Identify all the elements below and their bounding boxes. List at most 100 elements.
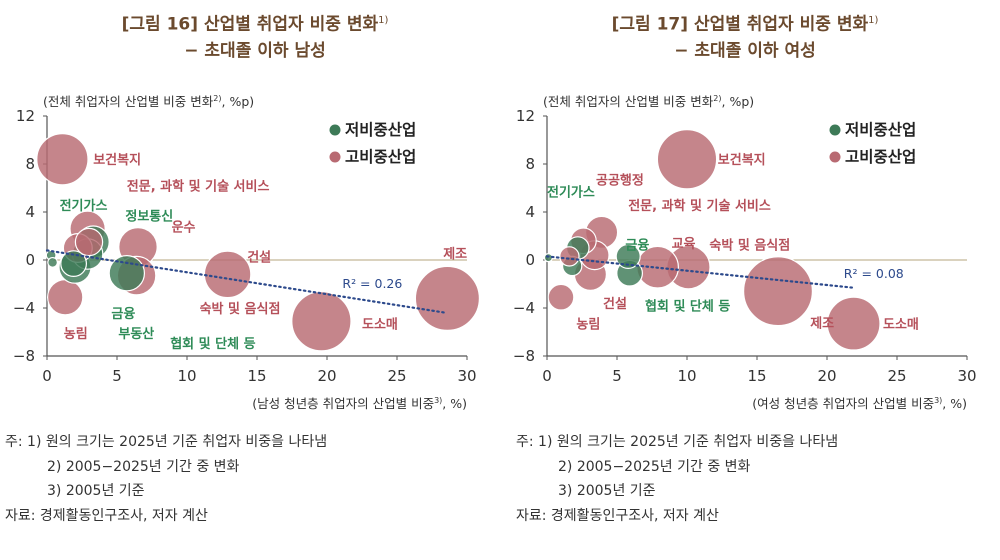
bubble-high (74, 227, 104, 257)
bubble-label: 제조 (443, 247, 467, 262)
bubble-label: 농림 (64, 327, 88, 342)
note-base-year: 3) 2005년 기준 (558, 483, 656, 499)
legend-marker-high (829, 151, 841, 163)
bubble-label: 금융 (625, 237, 649, 253)
y-axis-label: (전체 취업자의 산업별 비중 변화2), %p) (43, 94, 254, 109)
r-squared-label: R² = 0.08 (844, 266, 904, 281)
x-tick-label: 10 (177, 367, 196, 385)
x-tick-label: 30 (957, 367, 976, 385)
bubble-high (203, 250, 252, 299)
bubble-label: 전기가스 (60, 198, 108, 214)
figure-16-title-footnote: 1) (378, 15, 389, 26)
bubble-high (414, 265, 480, 331)
x-tick-label: 30 (457, 367, 476, 385)
legend-marker-low (329, 124, 341, 136)
bubble-label: 정보통신 (125, 209, 173, 225)
trend-line (45, 249, 448, 314)
bubble-high (291, 290, 352, 352)
note-source: 자료: 경제활동인구조사, 저자 계산 (5, 507, 208, 524)
y-tick-label: 0 (25, 251, 35, 269)
figure-17-title-line1: [그림 17] 산업별 취업자 비중 변화 (611, 14, 869, 35)
y-tick-label: 4 (525, 203, 535, 221)
trend-line (545, 255, 854, 289)
x-tick-label: 0 (42, 367, 52, 385)
figure-16-title-line1: [그림 16] 산업별 취업자 비중 변화 (121, 14, 379, 35)
bubble-label: 보건복지 (93, 152, 141, 168)
x-tick-label: 10 (677, 367, 696, 385)
y-tick-label: −8 (13, 347, 35, 365)
note-base-year: 3) 2005년 기준 (47, 483, 145, 499)
y-tick-label: 0 (525, 251, 535, 269)
bubble-high (46, 278, 84, 316)
bubble-label: 숙박 및 음식점 (709, 237, 790, 253)
figure-17-bubble-chart: (전체 취업자의 산업별 비중 변화2), %p) 12 8 4 0 −4 −8 0 5 10 15… (513, 94, 977, 411)
y-tick-label: −4 (513, 299, 535, 317)
bubble-label: 도소매 (883, 318, 919, 333)
legend-label-low: 저비중산업 (845, 121, 916, 139)
y-tick-label: −4 (13, 299, 35, 317)
bubble-high (826, 296, 881, 351)
bubble-high (656, 128, 718, 190)
note-source: 자료: 경제활동인구조사, 저자 계산 (516, 507, 719, 524)
y-tick-label: 4 (25, 203, 35, 221)
x-tick-label: 5 (612, 367, 622, 385)
figure-17-title: [그림 17] 산업별 취업자 비중 변화1) − 초대졸 이하 여성 (530, 8, 960, 64)
bubble-label: 협회 및 단체 등 (645, 299, 730, 315)
x-tick-label: 5 (112, 367, 122, 385)
figure-17-title-footnote: 1) (868, 15, 879, 26)
bubble-label: 금융 (111, 306, 135, 322)
x-tick-label: 25 (887, 367, 906, 385)
x-tick-label: 25 (387, 367, 406, 385)
legend-marker-high (329, 151, 341, 163)
bubble-high (743, 256, 814, 327)
bubble-low (108, 254, 146, 292)
legend-marker-low (829, 124, 841, 136)
note-period: 2) 2005−2025년 기간 중 변화 (558, 458, 751, 475)
y-tick-label: 12 (16, 107, 35, 125)
bubble-label: 건설 (603, 296, 627, 312)
x-tick-label: 20 (817, 367, 836, 385)
y-axis-label: (전체 취업자의 산업별 비중 변화2), %p) (543, 94, 754, 109)
figure-16-subtitle: − 초대졸 이하 남성 (184, 40, 326, 61)
r-squared-label: R² = 0.26 (342, 276, 402, 291)
bubble-label: 공공행정 (596, 173, 644, 189)
bubble-label: 제조 (810, 316, 834, 331)
bubble-label: 건설 (247, 249, 271, 265)
bubble-label: 운수 (172, 220, 196, 235)
bubble-label: 협회 및 단체 등 (170, 336, 255, 352)
bubble-label: 농림 (576, 318, 600, 333)
bubble-low (60, 250, 87, 278)
figure-16-title: [그림 16] 산업별 취업자 비중 변화1) − 초대졸 이하 남성 (40, 8, 470, 64)
figure-17-subtitle: − 초대졸 이하 여성 (674, 40, 816, 61)
bubble-label: 전문, 과학 및 기술 서비스 (127, 179, 270, 195)
bubble-low (47, 256, 58, 268)
bubble-label: 교육 (672, 236, 696, 252)
x-axis-label: (여성 청년층 취업자의 산업별 비중3), %) (752, 396, 967, 411)
legend-label-low: 저비중산업 (345, 121, 416, 139)
note-size: 주: 1) 원의 크기는 2025년 기준 취업자 비중을 나타냄 (5, 434, 328, 450)
bubble-label: 부동산 (118, 326, 154, 342)
bubble-high (547, 283, 575, 311)
legend-label-high: 고비중산업 (345, 148, 416, 166)
y-tick-label: 8 (25, 155, 35, 173)
y-tick-label: −8 (513, 347, 535, 365)
x-tick-label: 15 (747, 367, 766, 385)
bubble-label: 전문, 과학 및 기술 서비스 (628, 198, 771, 214)
figure-17-notes: 주: 1) 원의 크기는 2025년 기준 취업자 비중을 나타냄 2) 200… (516, 430, 838, 528)
x-tick-label: 15 (247, 367, 266, 385)
figure-16-notes: 주: 1) 원의 크기는 2025년 기준 취업자 비중을 나타냄 2) 200… (5, 430, 327, 528)
bubble-low (615, 243, 641, 269)
figure-16-bubble-chart: (전체 취업자의 산업별 비중 변화2), %p) 12 8 4 0 −4 −8 0 5 10 15… (13, 94, 480, 411)
x-tick-label: 0 (542, 367, 552, 385)
bubble-high (36, 132, 89, 186)
legend-label-high: 고비중산업 (845, 148, 916, 166)
y-tick-label: 12 (516, 107, 535, 125)
note-period: 2) 2005−2025년 기간 중 변화 (47, 458, 240, 475)
x-axis-label: (남성 청년층 취업자의 산업별 비중3), %) (252, 396, 467, 411)
bubble-label: 도소매 (362, 318, 398, 333)
bubble-high (559, 246, 580, 267)
bubble-label: 보건복지 (718, 152, 766, 168)
bubble-label: 숙박 및 음식점 (200, 301, 281, 317)
x-tick-label: 20 (317, 367, 336, 385)
y-tick-label: 8 (525, 155, 535, 173)
